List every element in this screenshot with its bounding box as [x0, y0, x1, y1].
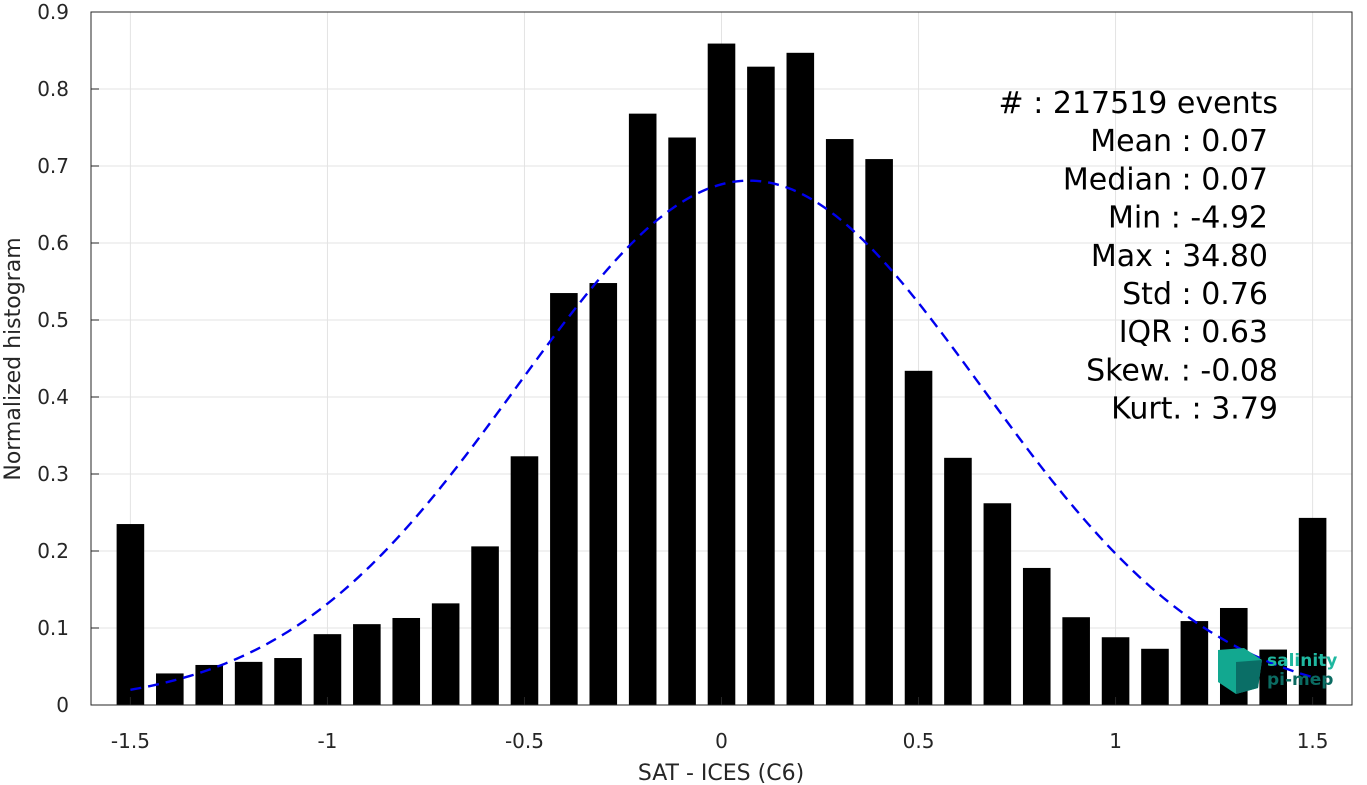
stat-line: Mean : 0.07 — [1090, 124, 1268, 159]
histogram-bar — [1101, 637, 1130, 705]
histogram-bar — [471, 546, 499, 705]
histogram-bar — [825, 139, 854, 706]
logo-line1: salinity — [1267, 651, 1337, 671]
stat-value: : 217519 events — [1033, 86, 1278, 121]
histogram-bar — [786, 52, 815, 706]
salinity-pi-mep-logo: salinity pi-mep — [1218, 648, 1337, 694]
histogram-bar — [589, 283, 618, 705]
stat-line: # : 217519 events — [999, 86, 1278, 121]
stat-line: Std : 0.76 — [1122, 277, 1268, 312]
stat-label: Mean — [1090, 124, 1172, 159]
histogram-bar — [865, 159, 893, 705]
y-tick-label: 0.4 — [37, 385, 69, 409]
histogram-bar — [1141, 648, 1169, 705]
histogram-bar — [1022, 567, 1051, 705]
stat-label: Skew. — [1086, 353, 1171, 388]
x-tick-label: 0.5 — [903, 729, 935, 753]
histogram-bar — [1180, 621, 1209, 705]
y-tick-label: 0 — [56, 693, 69, 717]
y-tick-label: 0.5 — [37, 308, 69, 332]
stat-value: : 3.79 — [1192, 392, 1278, 427]
tick-labels: -1.5 -1 -0.5 0 0.5 1 1.5 0 0.1 0.2 0.3 0.4 0.5 0.6 0.7… — [37, 0, 1328, 753]
histogram-bar — [747, 66, 775, 706]
stat-value: : 0.76 — [1182, 277, 1268, 312]
y-tick-label: 0.2 — [37, 539, 69, 563]
stat-line: Kurt. : 3.79 — [1111, 392, 1278, 427]
histogram-bar — [274, 658, 302, 705]
stat-label: Min — [1108, 201, 1161, 236]
histogram-bar — [668, 137, 696, 705]
histogram-bar — [944, 457, 972, 705]
logo-cube-shade-icon — [1236, 660, 1262, 694]
stat-value: : 0.07 — [1182, 124, 1268, 159]
histogram-bar — [707, 43, 736, 705]
histogram-bar — [1259, 649, 1287, 705]
y-tick-label: 0.6 — [37, 231, 69, 255]
x-tick-label: -1 — [317, 729, 337, 753]
y-tick-label: 0.1 — [37, 616, 69, 640]
x-tick-label: 1 — [1109, 729, 1122, 753]
histogram-bar — [313, 634, 342, 705]
x-axis-label: SAT - ICES (C6) — [638, 761, 804, 785]
stat-value: : 0.07 — [1182, 162, 1268, 197]
stat-label: Median — [1063, 162, 1172, 197]
histogram-bar — [628, 113, 657, 705]
histogram-bar — [234, 661, 263, 705]
histogram-bar — [353, 624, 381, 705]
stat-line: Min : -4.92 — [1108, 201, 1268, 236]
stat-line: Max : 34.80 — [1091, 239, 1268, 274]
stat-label: Std — [1122, 277, 1172, 312]
logo-line2: pi-mep — [1267, 670, 1333, 690]
x-tick-label: 1.5 — [1297, 729, 1329, 753]
histogram-bar — [156, 673, 184, 705]
x-tick-label: -1.5 — [111, 729, 150, 753]
stat-line: IQR : 0.63 — [1119, 315, 1268, 350]
histogram-bar — [550, 293, 578, 705]
stat-label: Max — [1091, 239, 1153, 274]
stat-label: IQR — [1119, 315, 1172, 350]
stat-line: Skew. : -0.08 — [1086, 353, 1278, 388]
stat-line: Median : 0.07 — [1063, 162, 1268, 197]
stat-value: : 0.63 — [1182, 315, 1268, 350]
x-tick-label: -0.5 — [505, 729, 544, 753]
bars-group — [116, 43, 1327, 706]
histogram-bar — [904, 370, 933, 705]
histogram-bar — [983, 503, 1012, 705]
stat-label: Kurt. — [1111, 392, 1182, 427]
stat-value: : -4.92 — [1171, 201, 1268, 236]
y-tick-label: 0.8 — [37, 77, 69, 101]
y-tick-label: 0.9 — [37, 0, 69, 24]
stat-value: : 34.80 — [1162, 239, 1268, 274]
stat-value: : -0.08 — [1181, 353, 1278, 388]
y-tick-label: 0.7 — [37, 154, 69, 178]
histogram-bar — [431, 603, 460, 705]
x-tick-label: 0 — [715, 729, 728, 753]
fit-curve — [130, 179, 1313, 691]
histogram-bar — [116, 524, 145, 705]
histogram-bar — [195, 664, 224, 705]
stat-label: # — [999, 86, 1024, 121]
y-axis-label: Normalized histogram — [1, 237, 26, 480]
histogram-bar — [392, 617, 421, 705]
y-tick-label: 0.3 — [37, 462, 69, 486]
histogram-bar — [510, 456, 539, 705]
histogram-bar — [1062, 617, 1090, 705]
